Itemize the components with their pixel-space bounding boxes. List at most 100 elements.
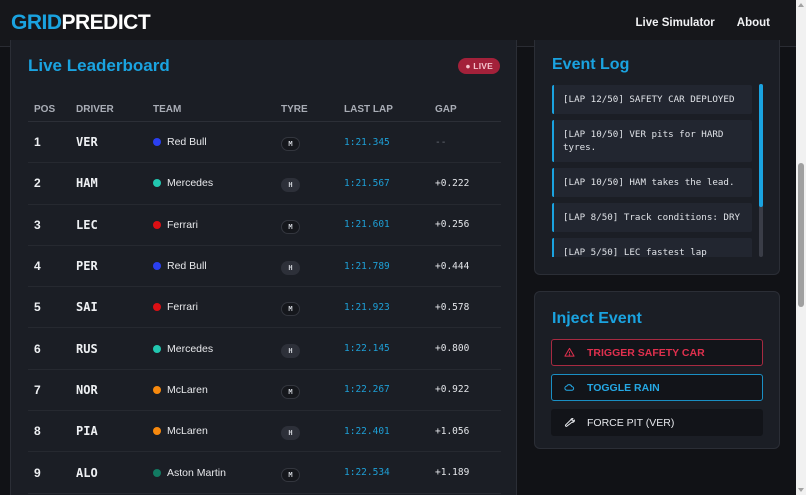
row-team-name: Ferrari — [167, 218, 198, 231]
row-team-name: Ferrari — [167, 301, 198, 314]
row-team-name: Aston Martin — [167, 466, 226, 479]
row-team: Aston Martin — [153, 467, 281, 479]
wrench-icon — [564, 418, 575, 427]
row-position: 7 — [34, 382, 41, 397]
toggle-rain-button[interactable]: TOGGLE RAIN — [551, 374, 763, 401]
log-item: [LAP 10/50] VER pits for HARD tyres. — [552, 120, 752, 162]
row-gap: +1.056 — [435, 425, 470, 437]
event-log-scrollbar[interactable] — [759, 84, 763, 257]
scroll-down-arrow-icon[interactable] — [798, 488, 804, 492]
row-gap: -- — [435, 136, 447, 148]
table-row[interactable]: 1 VER Red Bull M 1:21.345 -- — [28, 122, 501, 164]
col-last-lap: LAST LAP — [344, 104, 393, 115]
force-pit-button[interactable]: FORCE PIT (VER) — [551, 409, 763, 436]
table-row[interactable]: 9 ALO Aston Martin M 1:22.534 +1.189 — [28, 452, 501, 494]
row-team: Mercedes — [153, 177, 281, 189]
row-team: Red Bull — [153, 136, 281, 148]
tyre-compound-badge: M — [281, 219, 300, 234]
row-last-lap: 1:22.534 — [344, 467, 390, 479]
scroll-up-arrow-icon[interactable] — [798, 3, 804, 7]
row-driver: VER — [76, 135, 98, 150]
row-position: 3 — [34, 217, 41, 232]
row-driver: SAI — [76, 300, 98, 315]
tyre-compound-badge: M — [281, 467, 300, 482]
leaderboard-title: Live Leaderboard — [28, 56, 170, 75]
team-color-dot-icon — [153, 220, 161, 229]
event-log-list[interactable]: [LAP 12/50] SAFETY CAR DEPLOYED [LAP 10/… — [552, 85, 752, 257]
log-item: [LAP 8/50] Track conditions: DRY — [552, 203, 752, 232]
col-gap: GAP — [435, 104, 457, 115]
toggle-rain-label: TOGGLE RAIN — [587, 381, 660, 394]
nav-about[interactable]: About — [736, 17, 770, 29]
table-row[interactable]: 8 PIA McLaren H 1:22.401 +1.056 — [28, 411, 501, 453]
row-driver: HAM — [76, 176, 98, 191]
leaderboard-table: POS DRIVER TEAM TYRE LAST LAP GAP 1 VER Re… — [28, 98, 501, 494]
row-driver: LEC — [76, 217, 98, 232]
inject-event-panel: Inject Event TRIGGER SAFETY CAR TOGGLE R… — [534, 291, 780, 449]
row-gap: +0.444 — [435, 260, 470, 272]
row-team-name: Mercedes — [167, 177, 214, 190]
row-position: 2 — [34, 176, 41, 191]
row-position: 5 — [34, 300, 41, 315]
row-team: Ferrari — [153, 219, 281, 231]
row-driver: NOR — [76, 382, 98, 397]
row-last-lap: 1:21.923 — [344, 301, 390, 313]
event-log-scroll-thumb[interactable] — [759, 84, 763, 207]
inject-event-title: Inject Event — [552, 310, 642, 327]
row-gap: +1.189 — [435, 467, 470, 479]
page-scrollbar[interactable] — [796, 0, 806, 495]
trigger-safety-car-label: TRIGGER SAFETY CAR — [587, 346, 705, 359]
table-row[interactable]: 3 LEC Ferrari M 1:21.601 +0.256 — [28, 205, 501, 246]
tyre-compound-badge: H — [281, 426, 300, 441]
nav-live-simulator[interactable]: Live Simulator — [635, 17, 715, 29]
app-logo[interactable]: GRIDPREDICT — [11, 11, 151, 35]
row-position: 8 — [34, 424, 41, 439]
cloud-icon — [564, 384, 575, 391]
tyre-compound-badge: M — [281, 137, 300, 152]
event-log-panel: Event Log [LAP 12/50] SAFETY CAR DEPLOYE… — [534, 40, 780, 275]
row-team-name: Red Bull — [167, 260, 207, 273]
row-team: Red Bull — [153, 260, 281, 272]
team-color-dot-icon — [153, 427, 161, 436]
log-item: [LAP 5/50] LEC fastest lap — [552, 238, 752, 257]
team-color-dot-icon — [153, 344, 161, 353]
table-row[interactable]: 7 NOR McLaren M 1:22.267 +0.922 — [28, 370, 501, 412]
row-team: McLaren — [153, 384, 281, 396]
force-pit-label: FORCE PIT (VER) — [587, 416, 675, 429]
team-color-dot-icon — [153, 468, 161, 477]
logo-grid: GRID — [11, 11, 62, 34]
row-last-lap: 1:21.789 — [344, 260, 390, 272]
table-row[interactable]: 6 RUS Mercedes H 1:22.145 +0.800 — [28, 328, 501, 370]
row-driver: ALO — [76, 465, 98, 480]
page-scroll-thumb[interactable] — [798, 163, 804, 307]
col-pos: POS — [34, 104, 56, 115]
row-gap: +0.578 — [435, 301, 470, 313]
log-item: [LAP 12/50] SAFETY CAR DEPLOYED — [552, 85, 752, 114]
row-team-name: Red Bull — [167, 136, 207, 149]
row-team-name: McLaren — [167, 383, 208, 396]
trigger-safety-car-button[interactable]: TRIGGER SAFETY CAR — [551, 339, 763, 366]
row-last-lap: 1:21.601 — [344, 219, 390, 231]
row-last-lap: 1:22.267 — [344, 384, 390, 396]
tyre-compound-badge: H — [281, 178, 300, 193]
row-last-lap: 1:22.401 — [344, 425, 390, 437]
row-last-lap: 1:22.145 — [344, 343, 390, 355]
row-driver: RUS — [76, 341, 98, 356]
col-driver: DRIVER — [76, 104, 114, 115]
row-gap: +0.922 — [435, 384, 470, 396]
row-position: 9 — [34, 465, 41, 480]
col-team: TEAM — [153, 104, 182, 115]
row-team: Ferrari — [153, 301, 281, 313]
team-color-dot-icon — [153, 262, 161, 271]
table-header: POS DRIVER TEAM TYRE LAST LAP GAP — [28, 98, 501, 122]
row-last-lap: 1:21.567 — [344, 177, 390, 189]
table-row[interactable]: 5 SAI Ferrari M 1:21.923 +0.578 — [28, 287, 501, 329]
row-position: 6 — [34, 341, 41, 356]
table-row[interactable]: 2 HAM Mercedes H 1:21.567 +0.222 — [28, 163, 501, 205]
row-team: Mercedes — [153, 343, 281, 355]
team-color-dot-icon — [153, 179, 161, 188]
row-driver: PIA — [76, 424, 98, 439]
col-tyre: TYRE — [281, 104, 308, 115]
table-row[interactable]: 4 PER Red Bull H 1:21.789 +0.444 — [28, 246, 501, 288]
row-position: 1 — [34, 135, 41, 150]
